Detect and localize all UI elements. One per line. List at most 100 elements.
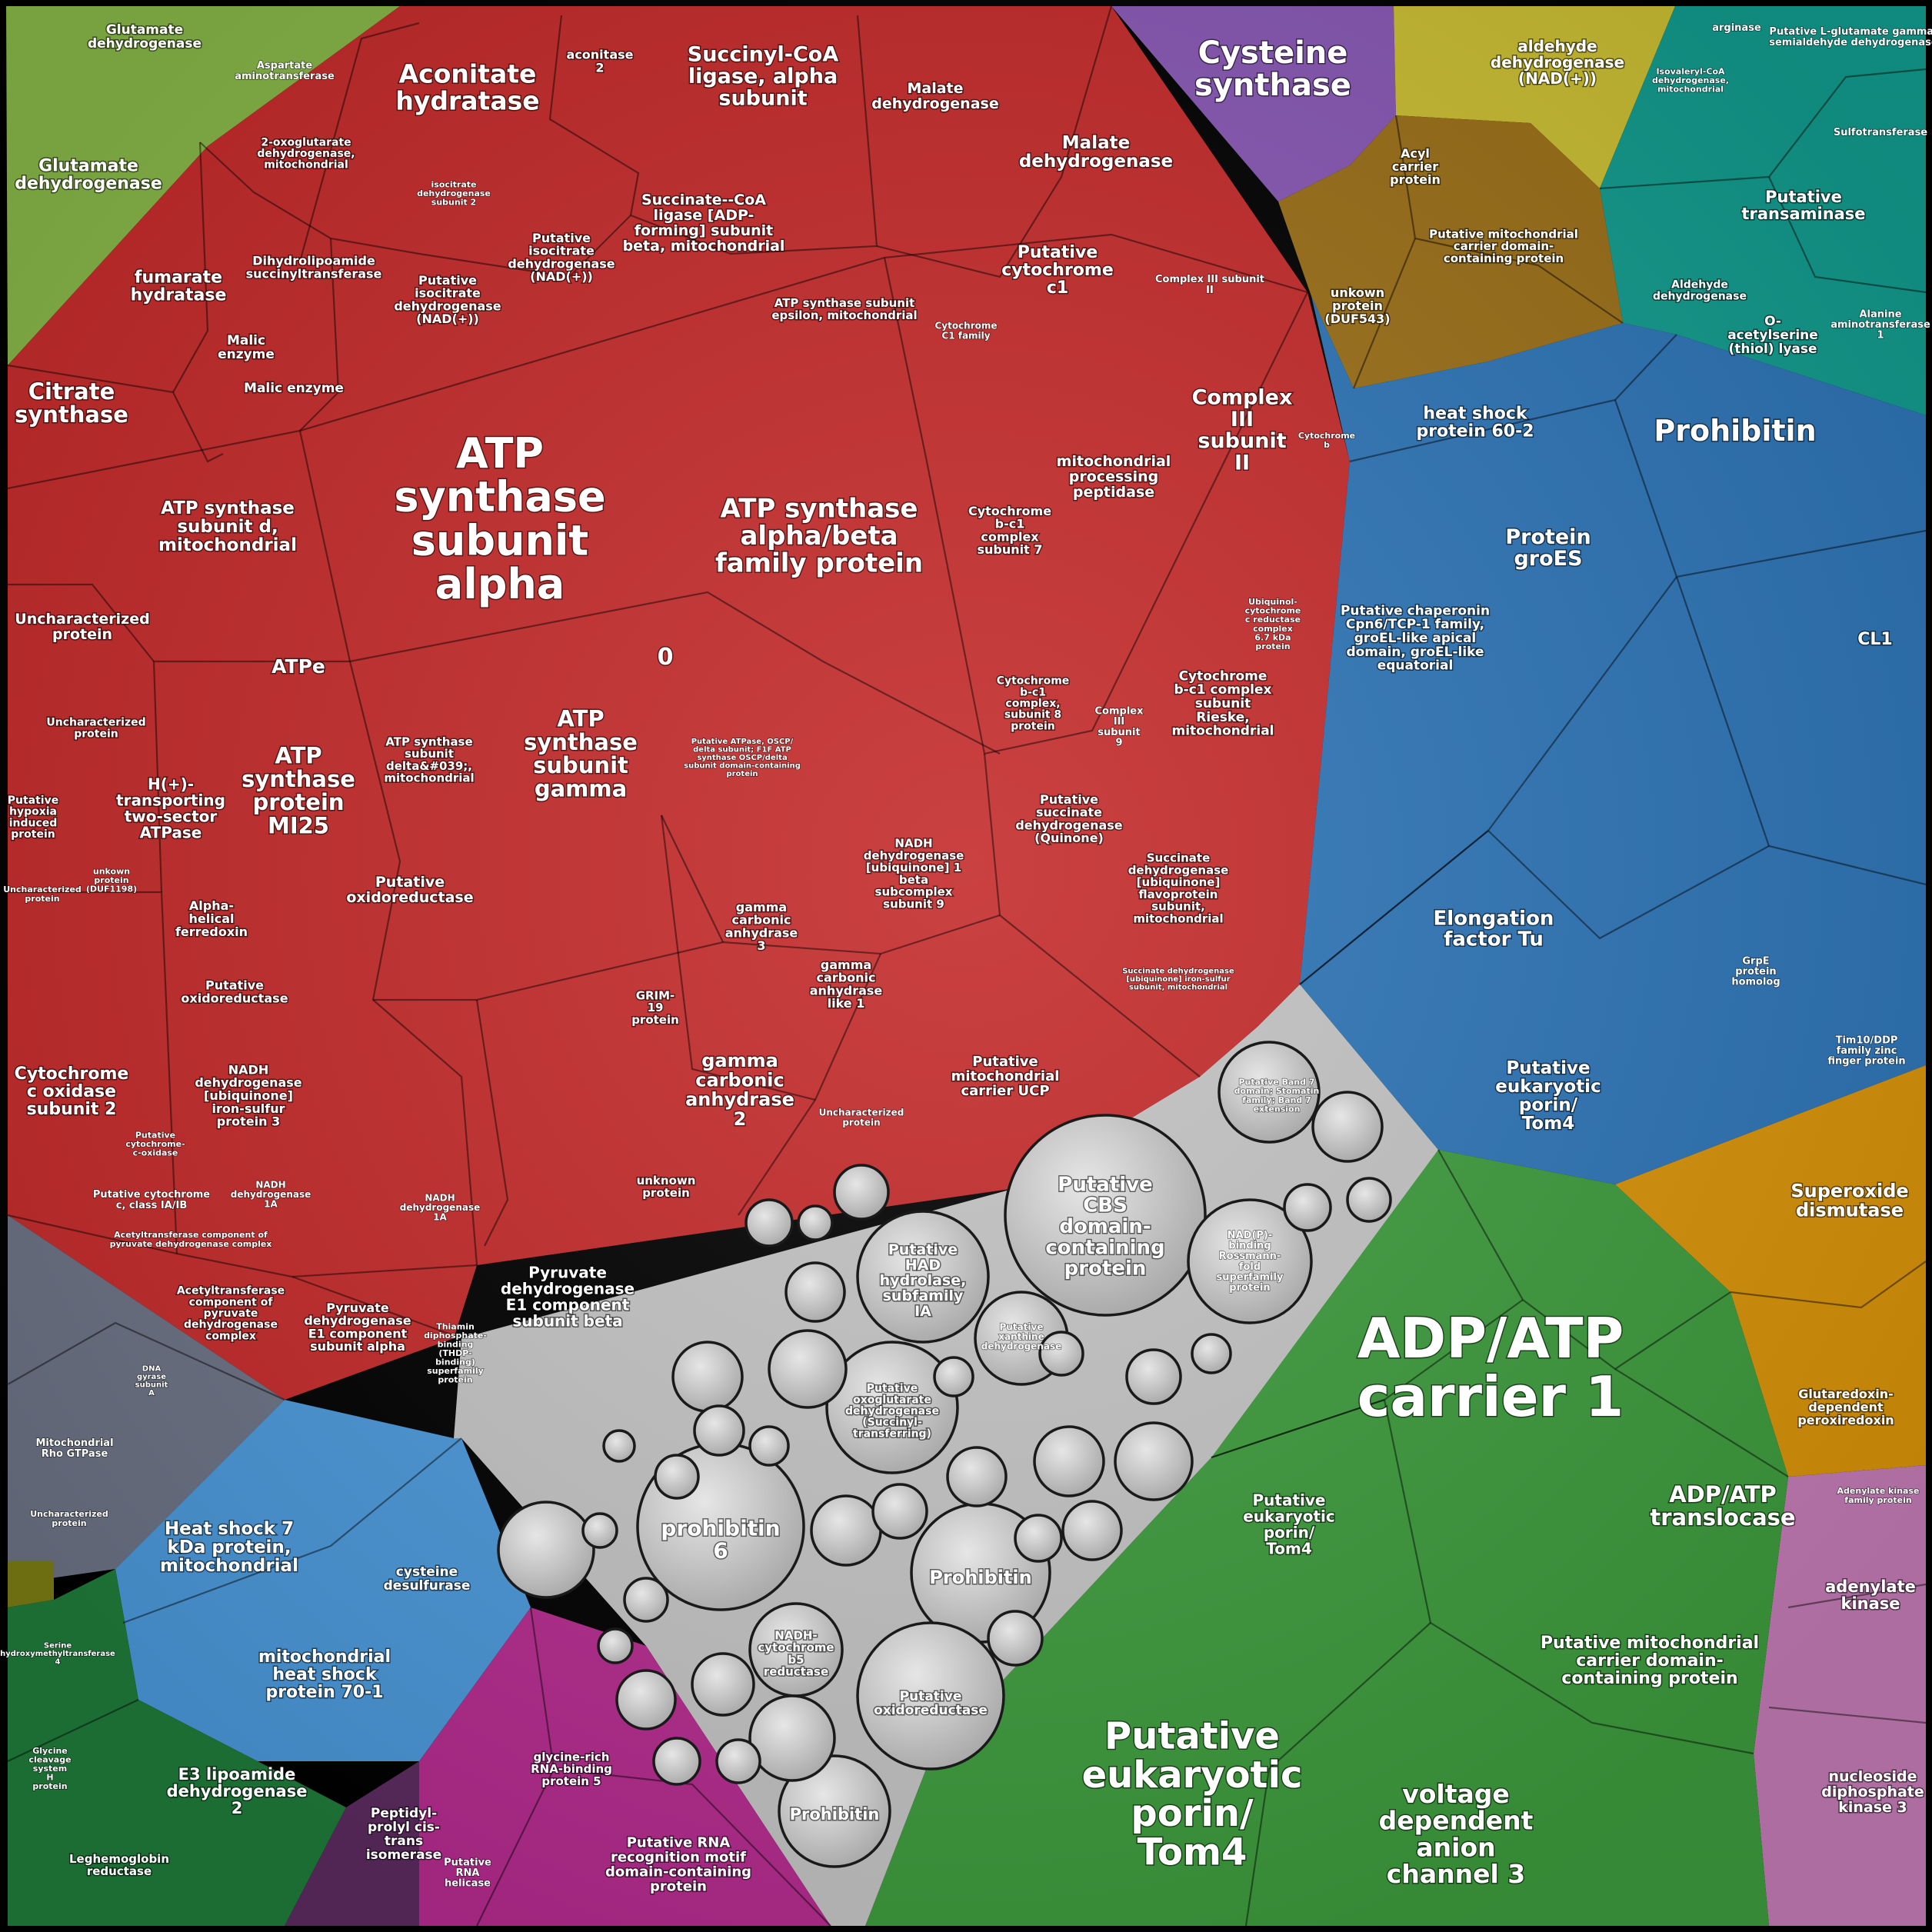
label-fumarate: fumarate hydratase — [131, 268, 227, 305]
label-sdh-flavo: Succinate dehydrogenase [ubiquinone] flavop… — [1128, 851, 1229, 925]
label-putative-rrm: Putative RNA recognition motif domain-cont… — [605, 1835, 751, 1895]
label-cytb-c1-sub7: Cytochrome b-c1 complex subunit 7 — [968, 503, 1051, 556]
label-uncharacterized-a: Uncharacterized protein — [15, 611, 149, 643]
label-putative-isocitrate-nad-b: Putative isocitrate dehydrogenase (NAD(+)) — [508, 230, 615, 283]
label-putative-rna-helicase: Putative RNA helicase — [444, 1857, 491, 1889]
label-prohibitin6: prohibitin 6 — [661, 1515, 780, 1563]
label-complex3-sub9: Complex III subunit 9 — [1095, 705, 1144, 748]
label-putative-mito-carrier-green: Putative mitochondrial carrier domain-con… — [1541, 1634, 1759, 1688]
label-adenylate-kinase-family: Adenylate kinase family protein — [1837, 1486, 1920, 1505]
label-nadh-1beta9: NADH dehydrogenase [ubiquinone] 1 beta subco… — [864, 836, 964, 911]
label-superoxide-dismutase: Superoxide dismutase — [1790, 1180, 1908, 1221]
label-hsp7kda: Heat shock 7 kDa protein, mitochondrial — [160, 1518, 298, 1575]
label-putative-porin-green-big: Putative eukaryotic porin/Tom4 — [1082, 1714, 1303, 1874]
label-putative-atpase-oscp: Putative ATPase, OSCP/delta subunit; F1F… — [684, 738, 801, 778]
label-tim10: Tim10/DDP family zinc finger protein — [1827, 1034, 1905, 1067]
label-mito-hsp70: mitochondrial heat shock protein 70-1 — [258, 1647, 391, 1702]
label-atp-epsilon: ATP synthase subunit epsilon, mitochondri… — [771, 296, 917, 322]
label-succinate-coa-beta: Succinate--CoA ligase [ADP-forming] subun… — [623, 192, 785, 255]
label-adp-atp-translocase: ADP/ATP translocase — [1650, 1481, 1795, 1531]
label-succinyl-coa-alpha: Succinyl-CoA ligase, alpha subunit — [688, 42, 839, 110]
cell-labels: Glutamate dehydrogenase Aspartate aminotran… — [0, 22, 1932, 1896]
label-aldehyde-dh-nad: aldehyde dehydrogenase (NAD(+)) — [1491, 37, 1624, 88]
label-nucleoside-kinase: nucleoside diphosphate kinase 3 — [1821, 1768, 1924, 1816]
grey-bubbles — [497, 1041, 1392, 1868]
label-o-acetylserine: O-acetylserine (thiol) lyase — [1727, 314, 1818, 357]
label-putative-oxidoreductase-grey: Putative oxidoreductase — [874, 1689, 988, 1718]
label-atp-gamma: ATP synthase subunit gamma — [524, 705, 638, 801]
label-protein-groes: Protein groES — [1505, 525, 1591, 570]
label-putative-cyt-oxidase: Putative cytochrome-c-oxidase — [125, 1130, 185, 1158]
label-malic-enzyme-b: Malic enzyme — [244, 381, 344, 396]
label-glutaredoxin: Glutaredoxin-dependent peroxiredoxin — [1797, 1387, 1894, 1427]
label-glutamate-dh-b: Glutamate dehydrogenase — [15, 156, 162, 193]
label-gamma-ca3: gamma carbonic anhydrase 3 — [725, 899, 798, 952]
label-l-glutamate-semi: Putative L-glutamate gamma-semialdehyde … — [1769, 26, 1932, 48]
label-band7: Putative Band 7 domain; Stomatin family; B… — [1234, 1078, 1320, 1114]
label-nadh-dh-1a: NADH dehydrogenase 1A — [231, 1179, 311, 1209]
label-cytb-c1-sub8: Cytochrome b-c1 complex, subunit 8 protein — [997, 675, 1070, 733]
label-peptidyl-prolyl: Peptidyl-prolyl cis-trans isomerase — [366, 1806, 441, 1863]
label-cysteine-desulfurase: cysteine desulfurase — [384, 1564, 471, 1594]
label-putative-cytc1: Putative cytochrome c1 — [1001, 243, 1114, 298]
label-putative-porin-green-small: Putative eukaryotic porin/Tom4 — [1243, 1491, 1335, 1557]
label-alpha-ferredoxin: Alpha-helical ferredoxin — [175, 898, 248, 939]
label-prohibitin-blue: Prohibitin — [1654, 414, 1816, 448]
label-serine-hydroxy: Serine hydroxymethyltransferase 4 — [0, 1642, 115, 1667]
label-mitochondrial-rho: Mitochondrial Rho GTPase — [35, 1437, 113, 1460]
label-putative-had: Putative HAD hydrolase, subfamily IA — [880, 1241, 967, 1320]
label-gamma-ca-like1: gamma carbonic anhydrase like 1 — [810, 957, 883, 1010]
label-acetyltransferase-a: Acetyltransferase component of pyruvate d… — [110, 1230, 272, 1249]
label-e3-lipoamide: E3 lipoamide dehydrogenase 2 — [167, 1765, 308, 1817]
label-nadh-dh-1a-b: NADH dehydrogenase 1A — [400, 1192, 481, 1222]
label-complex3-sub2-small: Complex III subunit II — [1155, 274, 1264, 296]
label-sdh-ironsulfur: Succinate dehydrogenase [ubiquinone] iron… — [1122, 968, 1234, 992]
label-putative-ucp: Putative mitochondrial carrier UCP — [951, 1054, 1060, 1099]
label-atp-alpha: ATP synthase subunit alpha — [394, 429, 605, 608]
label-putative-transaminase: Putative transaminase — [1741, 188, 1865, 223]
label-vdac3: voltage dependent anion channel 3 — [1379, 1779, 1534, 1889]
label-cytochrome-b: Cytochrome b — [1298, 431, 1355, 450]
label-adenylate-kinase: adenylate kinase — [1825, 1577, 1916, 1613]
label-prohibitin-grey-a: Prohibitin — [929, 1567, 1031, 1588]
label-putative-hypoxia: Putative hypoxia induced protein — [8, 794, 58, 841]
label-atp-delta: ATP synthase subunit delta&#039;, mitochond… — [384, 734, 474, 784]
label-leghemoglobin: Leghemoglobin reductase — [69, 1852, 169, 1878]
label-oxoglutarate-dh: 2-oxoglutarate dehydrogenase, mitochondria… — [257, 136, 355, 171]
label-putative-mito-carrier-brown: Putative mitochondrial carrier domain-con… — [1429, 227, 1578, 265]
label-chaperonin: Putative chaperonin Cpn6/TCP-1 family, gro… — [1341, 603, 1490, 673]
label-nadh-iron-sulfur3: NADH dehydrogenase [ubiquinone] iron-sulfur… — [195, 1062, 301, 1128]
label-putative-sdh-quinone: Putative succinate dehydrogenase (Quinone) — [1015, 791, 1122, 844]
label-pyruvate-e1-beta: Pyruvate dehydrogenase E1 component subunit… — [501, 1263, 635, 1330]
label-glycine-rich-rna: glycine-rich RNA-binding protein 5 — [531, 1750, 612, 1788]
label-putative-porin-blue: Putative eukaryotic porin/Tom4 — [1495, 1058, 1601, 1133]
label-acyl-carrier: Acyl carrier protein — [1390, 146, 1441, 187]
label-isovaleryl: Isovaleryl-CoA dehydrogenase, mitochondria… — [1652, 66, 1729, 94]
label-grpe: GrpE protein homolog — [1731, 955, 1780, 988]
label-putative-isocitrate-nad-a: Putative isocitrate dehydrogenase (NAD(+)) — [394, 272, 501, 325]
label-nadh-cytb5: NADH-cytochrome b5 reductase — [758, 1628, 834, 1678]
label-cox2: Cytochrome c oxidase subunit 2 — [15, 1064, 129, 1119]
label-citrate-synthase: Citrate synthase — [15, 378, 128, 428]
label-cl1: CL1 — [1857, 630, 1892, 649]
label-rieske: Cytochrome b-c1 complex subunit Rieske, mito… — [1172, 668, 1274, 738]
label-aconitase2: aconitase 2 — [567, 47, 634, 75]
label-nadp-rossmann: NAD(P)-binding Rossmann-fold superfamily pr… — [1217, 1229, 1284, 1293]
label-gamma-ca2: gamma carbonic anhydrase 2 — [685, 1050, 794, 1130]
label-isocitrate-dh-2: isocitrate dehydrogenase subunit 2 — [417, 179, 491, 207]
label-cysteine-synthase: Cysteine synthase — [1194, 35, 1351, 103]
label-aspartate-at: Aspartate aminotransferase — [235, 60, 335, 82]
label-atp-mi25: ATP synthase protein MI25 — [242, 742, 355, 838]
label-pyruvate-e1: Pyruvate dehydrogenase E1 component subunit… — [304, 1300, 411, 1353]
label-uncharacterized-b: Uncharacterized protein — [46, 717, 145, 741]
label-uncharacterized-c: Uncharacterized protein — [819, 1107, 904, 1128]
label-uncharacterized-slate: Uncharacterized protein — [30, 1509, 108, 1528]
label-arginase: arginase — [1712, 22, 1761, 34]
label-malate-dh-b: Malate dehydrogenase — [1019, 132, 1173, 171]
label-prohibitin-grey-b: Prohibitin — [790, 1805, 880, 1824]
label-unknown-protein: unknown protein — [637, 1174, 696, 1200]
label-sulfotransferase: Sulfotransferase — [1834, 127, 1927, 138]
label-aldehyde-dh: Aldehyde dehydrogenase — [1653, 279, 1747, 303]
label-ubiquinol-cytc: Ubiquinol-cytochrome c reductase complex 6.… — [1245, 597, 1301, 651]
